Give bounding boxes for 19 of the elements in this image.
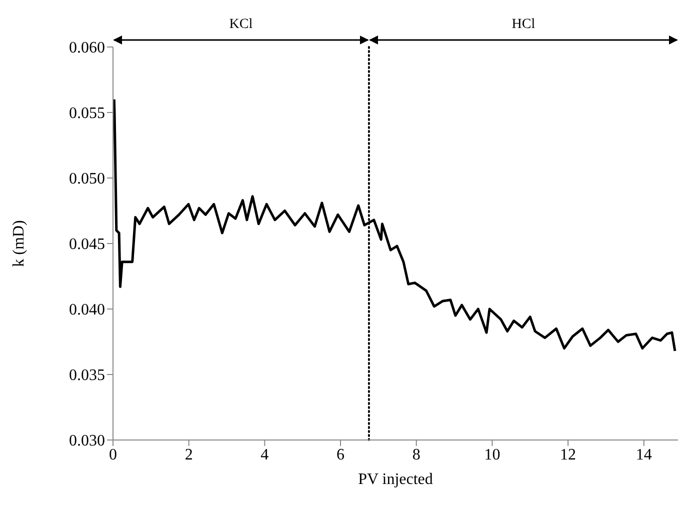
- y-axis-title: k (mD): [10, 220, 28, 267]
- x-tick-label: 8: [412, 446, 420, 464]
- x-tick-label: 2: [184, 446, 193, 464]
- x-tick-label: 12: [560, 446, 576, 464]
- y-tick-label: 0.050: [69, 170, 105, 188]
- text: HCl: [512, 17, 536, 32]
- y-tick-label: 0.055: [69, 105, 105, 122]
- text: KCl: [229, 17, 253, 32]
- x-tick-label: 6: [336, 446, 345, 464]
- y-tick-label: 0.045: [69, 236, 105, 254]
- x-axis-title: PV injected: [358, 471, 433, 488]
- y-tick-label: 0.035: [69, 367, 105, 384]
- x-tick-label: 0: [109, 446, 117, 464]
- x-tick-label: 14: [636, 446, 652, 464]
- y-tick-label: 0.040: [69, 302, 105, 319]
- y-tick-label: 0.030: [69, 432, 105, 450]
- x-tick-label: 10: [484, 446, 500, 464]
- y-tick-label: 0.060: [69, 40, 105, 57]
- x-tick-label: 4: [260, 446, 269, 464]
